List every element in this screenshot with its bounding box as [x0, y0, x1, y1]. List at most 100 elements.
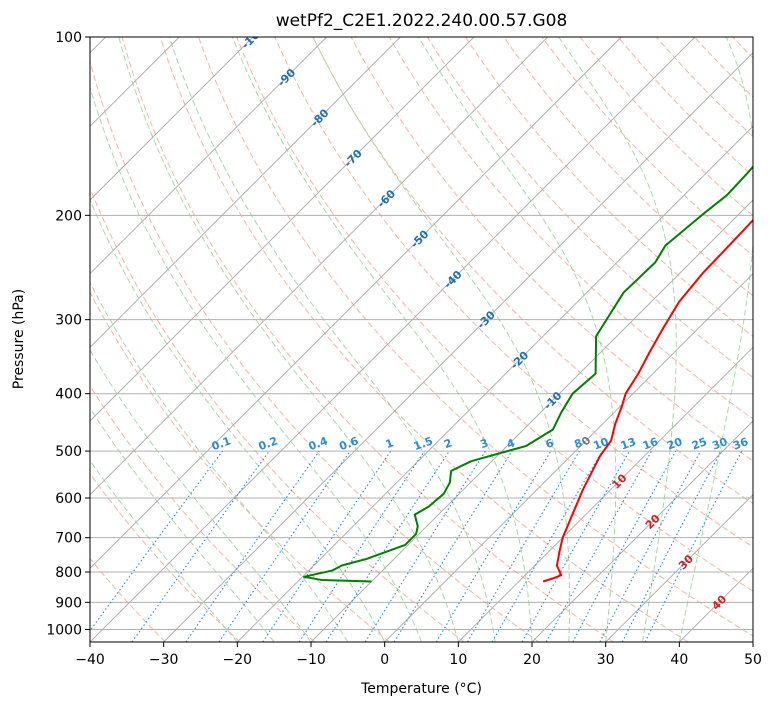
- mixing-ratio-label: 6: [544, 436, 556, 451]
- y-tick-label: 200: [55, 208, 82, 224]
- mixing-ratio-label: 0.4: [307, 434, 330, 453]
- dry-adiabat-line: [274, 37, 753, 548]
- y-tick-label: 900: [55, 595, 82, 611]
- y-tick-label: 400: [55, 387, 82, 403]
- isotherm-line: [90, 37, 696, 642]
- y-tick-label: 800: [55, 565, 82, 581]
- isotherm-line: [90, 37, 622, 570]
- moist-adiabat-line: [678, 37, 753, 642]
- dry-adiabat-line: [617, 37, 753, 177]
- dry-adiabat-line: [312, 37, 753, 505]
- moist-adiabat-line: [231, 37, 533, 642]
- mixing-ratio-line: [545, 450, 653, 642]
- y-axis: 1000 900 800 700 600 500 400 300 200 100: [46, 30, 90, 638]
- x-tick-label: −30: [149, 652, 179, 668]
- moist-adiabat-line: [558, 37, 677, 642]
- moist-adiabat-line: [312, 37, 570, 642]
- mixing-ratio-line: [521, 450, 630, 642]
- mixing-ratio-lines: [90, 450, 743, 642]
- plot-frame: [89, 36, 754, 643]
- plot-area: 0.1 0.2 0.4 0.6 1 1.5 2 3 4 6 8 10 13 16 20 25 30 36-100-…: [90, 37, 753, 642]
- y-tick-label: 500: [55, 444, 82, 460]
- pressure-gridlines: [90, 37, 753, 630]
- x-tick-label: −20: [223, 652, 253, 668]
- dry-adiabat-line: [579, 37, 753, 217]
- chart-title: wetPf2_C2E1.2022.240.00.57.G08: [276, 11, 568, 31]
- y-tick-label: 100: [55, 30, 82, 46]
- dry-adiabat-line: [236, 37, 753, 592]
- mixing-ratio-label: 1.5: [412, 434, 435, 453]
- moist-adiabat-line: [90, 459, 238, 642]
- mixing-ratio-label: 3: [478, 436, 490, 451]
- isotherm-line: [310, 199, 753, 642]
- mixing-ratio-line: [644, 450, 743, 642]
- moist-adiabat-line: [168, 37, 496, 642]
- mixing-ratio-line: [218, 450, 351, 642]
- x-tick-label: −40: [75, 652, 105, 668]
- mixing-ratio-line: [393, 450, 513, 642]
- isotherm-line: [163, 51, 753, 642]
- isotherm-line: [236, 125, 753, 642]
- mixing-ratio-label: 25: [690, 435, 709, 452]
- x-tick-label: 10: [449, 652, 467, 668]
- moist-adiabat-line: [118, 37, 459, 642]
- dry-adiabat-line: [465, 37, 753, 337]
- x-axis: −40 −30 −20 −10 0 10 20 30 40 50: [75, 642, 762, 668]
- sounding-series: [302, 165, 753, 583]
- x-tick-label: 0: [380, 652, 389, 668]
- mixing-ratio-label: 36: [731, 435, 750, 453]
- mixing-ratio-label: 1: [384, 436, 396, 451]
- isotherm-line: [605, 493, 753, 642]
- dry-adiabat-line: [388, 37, 753, 420]
- x-tick-label: 40: [670, 652, 688, 668]
- mixing-ratio-label: 20: [665, 435, 684, 453]
- mixing-ratio-label: 8: [572, 436, 584, 451]
- dewpoint-line: [302, 165, 753, 583]
- y-tick-label: 600: [55, 491, 82, 507]
- dry-adiabat-line: [350, 37, 753, 462]
- x-tick-label: 30: [597, 652, 615, 668]
- mixing-ratio-label: 0.6: [338, 434, 361, 453]
- mixing-ratio-line: [262, 450, 392, 642]
- temperature-line: [542, 218, 753, 583]
- x-tick-label: 50: [744, 652, 762, 668]
- moist-adiabat-line: [90, 281, 349, 642]
- x-axis-label: Temperature (°C): [360, 681, 482, 697]
- mixing-ratio-line: [325, 450, 450, 642]
- x-tick-label: 20: [523, 652, 541, 668]
- isotherm-line: [90, 37, 475, 422]
- mixing-ratio-label: 16: [641, 435, 660, 453]
- x-tick-label: −10: [296, 652, 326, 668]
- isotherm-line: [384, 272, 753, 642]
- mixing-ratio-label: 30: [710, 435, 729, 453]
- moist-adiabats: [90, 37, 753, 642]
- mixing-ratio-line: [90, 450, 223, 632]
- mixing-ratio-label: 2: [442, 436, 454, 451]
- dry-adiabat-line: [541, 37, 753, 257]
- dry-adiabat-line: [121, 37, 614, 642]
- dry-adiabat-line: [655, 37, 753, 138]
- mixing-ratio-line: [131, 450, 270, 642]
- mixing-ratio-label: 0.2: [257, 434, 280, 453]
- y-tick-label: 300: [55, 313, 82, 329]
- y-tick-label: 700: [55, 531, 82, 547]
- dry-adiabat-line: [426, 37, 753, 378]
- y-axis-label: Pressure (hPa): [11, 289, 27, 389]
- y-tick-label: 1000: [46, 622, 82, 638]
- moist-adiabat-line: [90, 349, 312, 642]
- mixing-ratio-label: 4: [505, 436, 517, 451]
- isotherm-line: [90, 37, 328, 275]
- dry-adiabat-line: [90, 384, 316, 642]
- isotherm-line: [90, 37, 254, 201]
- moist-adiabat-line: [90, 198, 386, 642]
- mixing-ratio-line: [185, 450, 320, 642]
- dry-adiabat-line: [198, 37, 753, 637]
- moist-adiabat-line: [418, 37, 617, 642]
- mixing-ratio-label: 13: [619, 435, 638, 452]
- moist-adiabat-line: [90, 407, 275, 642]
- moist-adiabat-line: [90, 85, 422, 642]
- isotherm-line: [457, 346, 753, 642]
- isotherm-line: [90, 37, 401, 349]
